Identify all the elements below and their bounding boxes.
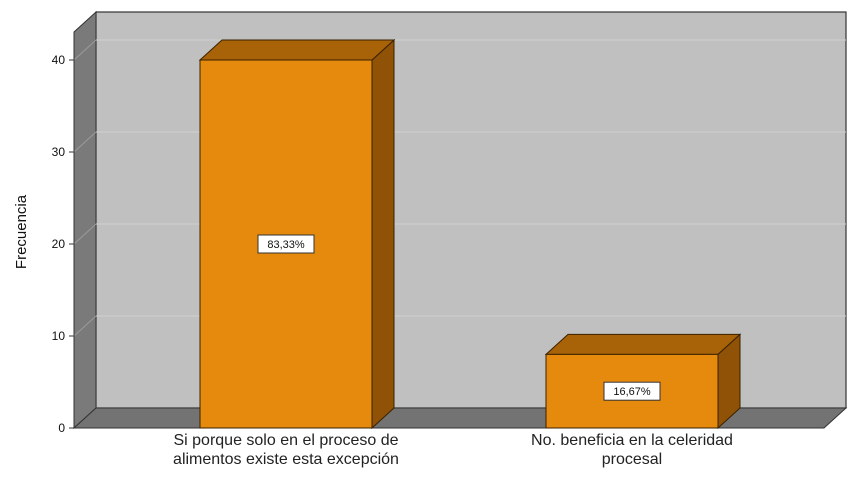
x-tick-label-line: procesal [602, 451, 662, 468]
bar-group: 16,67% [544, 333, 742, 430]
x-tick-label-line: Si porque solo en el proceso de [173, 432, 398, 449]
bar-top [544, 333, 742, 355]
x-tick-label: Si porque solo en el proceso de alimentos… [173, 432, 399, 468]
y-axis-label: Frecuencia [13, 194, 30, 269]
bars: 83,33% 16,67% [198, 38, 742, 430]
y-tick-label: 30 [52, 145, 66, 159]
gridline-side [73, 39, 97, 61]
gridline-side [73, 315, 97, 337]
gridline-side [73, 223, 97, 245]
gridline-side [73, 131, 97, 153]
data-label-box [603, 381, 661, 401]
y-tick-label: 20 [52, 237, 66, 251]
bar-group: 83,33% [198, 38, 396, 430]
plot-left-wall [73, 10, 97, 430]
data-label: 16,67% [613, 386, 651, 398]
y-tick-label: 0 [58, 421, 65, 435]
x-axis: Si porque solo en el proceso de alimentos… [173, 432, 733, 468]
data-label-box [257, 234, 315, 254]
y-tick-label: 40 [52, 53, 66, 67]
x-tick-label: No. beneficia en la celeridad procesal [531, 432, 733, 468]
bar-top [198, 39, 396, 61]
x-tick-label-line: alimentos existe esta excepción [173, 451, 399, 468]
bar-side [371, 38, 395, 430]
y-tick-label: 10 [52, 329, 66, 343]
y-axis: 0 10 20 30 40 [52, 32, 75, 435]
x-tick-label-line: No. beneficia en la celeridad [531, 432, 733, 449]
data-label: 83,33% [267, 239, 305, 251]
